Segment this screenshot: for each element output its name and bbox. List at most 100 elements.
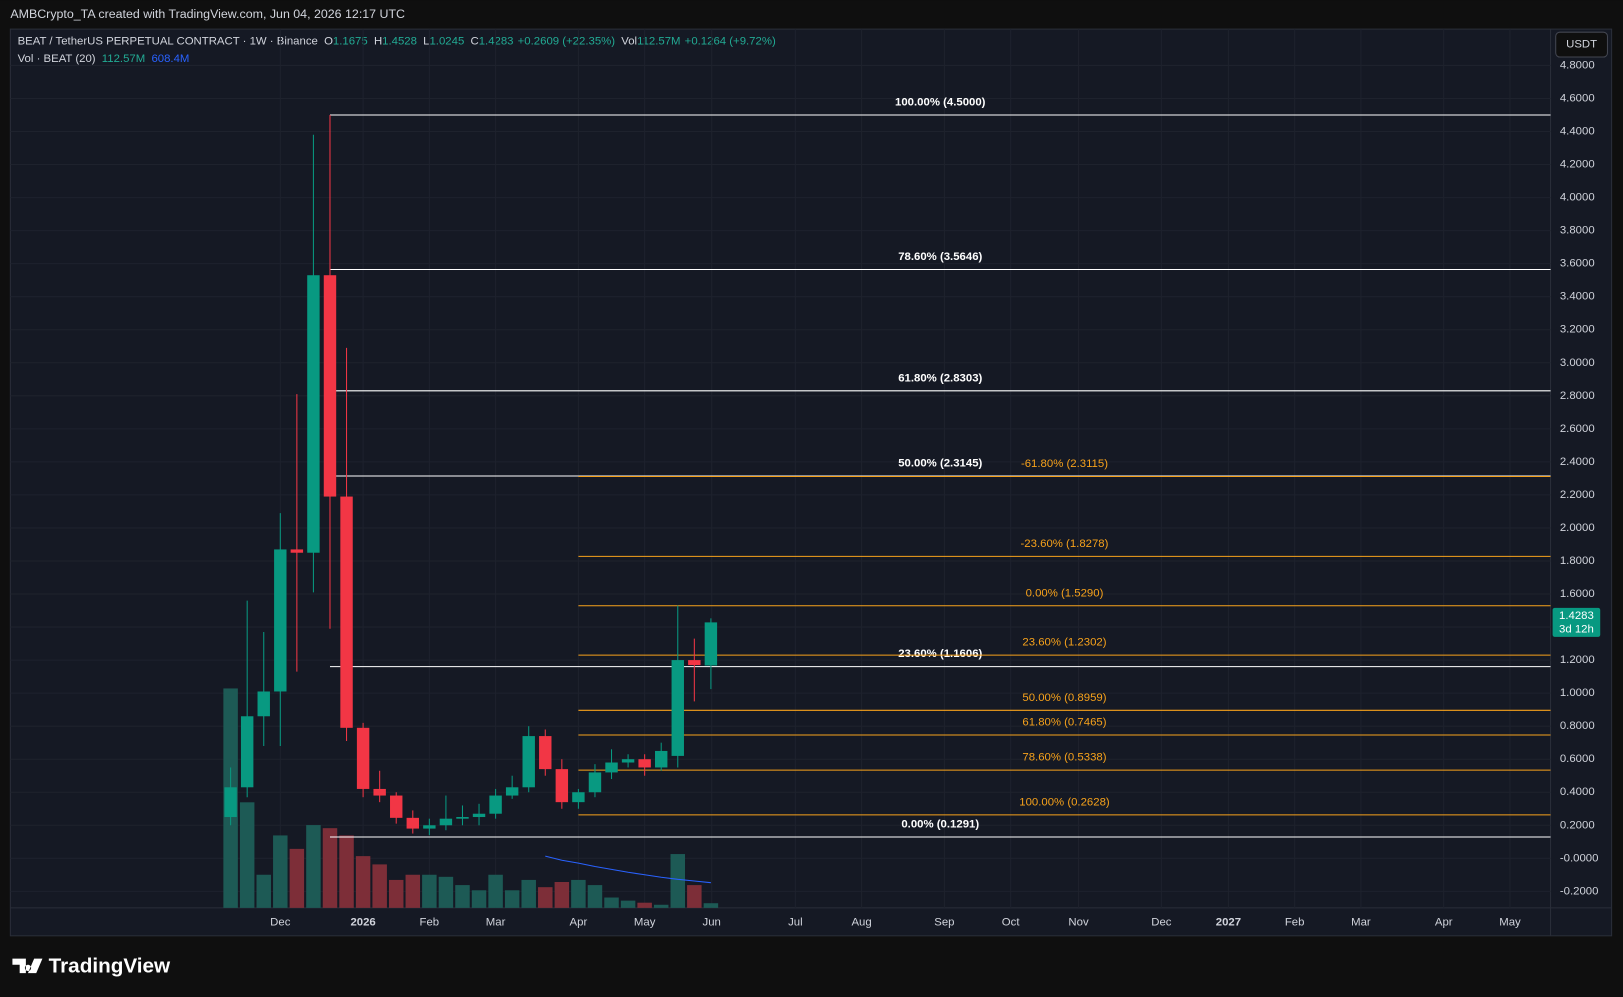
volume-bar <box>587 885 603 908</box>
logo-icon <box>12 958 43 974</box>
candle-body <box>290 549 304 553</box>
last-price: 1.4283 <box>1559 610 1594 622</box>
candle-body <box>406 817 419 829</box>
symbol-title: BEAT / TetherUS PERPETUAL CONTRACT · 1W … <box>18 36 318 48</box>
x-tick-label: Apr <box>1435 916 1453 928</box>
y-tick-label: 3.8000 <box>1560 225 1595 237</box>
x-tick-label: Aug <box>851 916 871 928</box>
candle-body <box>257 691 270 717</box>
x-tick-label: Apr <box>570 916 588 928</box>
candle-body <box>605 762 618 773</box>
volume-bar <box>653 904 669 908</box>
volume-bar <box>703 903 719 908</box>
volume-bar <box>322 828 338 908</box>
y-tick-label: 3.4000 <box>1560 291 1595 303</box>
legend-key: C <box>471 36 479 48</box>
candle-body <box>572 792 585 803</box>
candle-body <box>472 813 486 818</box>
fib-label: 61.80% (0.7465) <box>1022 717 1106 729</box>
legend-key: O <box>324 36 333 48</box>
last-price-box <box>1552 607 1601 637</box>
y-tick-label: 0.2000 <box>1560 819 1595 831</box>
volume-bar <box>538 887 553 908</box>
y-tick-label: 1.0000 <box>1560 687 1595 699</box>
y-tick-label: 3.0000 <box>1560 357 1595 369</box>
x-tick-label: May <box>1499 916 1521 928</box>
x-tick-label: Dec <box>270 916 291 928</box>
y-tick-label: 2.0000 <box>1560 522 1595 534</box>
legend-value: 1.0245 <box>429 36 464 48</box>
volume-bar <box>306 825 321 908</box>
legend-value: +0.1264 (+9.72%) <box>685 36 776 48</box>
candle-body <box>555 769 569 803</box>
y-tick-label: 4.6000 <box>1560 92 1595 104</box>
volume-bar <box>372 864 387 908</box>
candle-body <box>621 759 635 763</box>
volume-value: 608.4M <box>151 53 189 65</box>
x-tick-label: Mar <box>486 916 506 928</box>
candle-body <box>539 736 552 770</box>
volume-bar <box>339 835 354 908</box>
currency-button[interactable] <box>1555 31 1608 58</box>
x-tick-label: 2027 <box>1216 916 1241 928</box>
volume-title: Vol · BEAT (20) <box>18 53 96 65</box>
fib-label: 100.00% (0.2628) <box>1019 796 1110 808</box>
y-tick-label: 3.2000 <box>1560 324 1595 336</box>
volume-bar <box>239 802 255 908</box>
y-tick-label: 0.4000 <box>1560 786 1595 798</box>
fib-label: 23.60% (1.2302) <box>1022 637 1106 649</box>
volume-bar <box>620 900 636 908</box>
credit: AMBCrypto_TA created with TradingView.co… <box>10 7 405 21</box>
y-tick-label: 1.2000 <box>1560 654 1595 666</box>
candle-body <box>224 787 237 818</box>
x-tick-label: Jul <box>788 916 803 928</box>
candle-body <box>439 818 453 826</box>
x-tick-label: Jun <box>703 916 721 928</box>
candle-body <box>688 660 701 666</box>
countdown: 3d 12h <box>1559 624 1594 636</box>
legend-value: 1.1675 <box>333 36 368 48</box>
candle-body <box>307 275 320 553</box>
x-tick-label: Nov <box>1068 916 1089 928</box>
legend-value: 1.4528 <box>382 36 417 48</box>
currency[interactable]: USDT <box>1566 39 1597 51</box>
volume-bar <box>471 890 487 908</box>
y-tick-label: 4.0000 <box>1560 192 1595 204</box>
fib-label: 50.00% (0.8959) <box>1022 692 1106 704</box>
fib-label: -23.60% (1.8278) <box>1021 538 1109 550</box>
fib-label: 0.00% (0.1291) <box>901 819 979 831</box>
y-tick-label: 0.8000 <box>1560 720 1595 732</box>
y-tick-label: 4.4000 <box>1560 126 1595 138</box>
brand: TradingView <box>49 954 171 977</box>
fib-label: 78.60% (0.5338) <box>1022 752 1106 764</box>
candle-body <box>323 275 337 497</box>
candle-body <box>456 817 469 819</box>
legend-line: BEAT / TetherUS PERPETUAL CONTRACT · 1W … <box>18 36 776 48</box>
candle-body <box>240 716 254 788</box>
x-tick-label: Dec <box>1151 916 1172 928</box>
volume-bar <box>604 897 619 908</box>
volume-bar <box>571 879 586 908</box>
volume-bar <box>554 881 570 908</box>
fib-label: 100.00% (4.5000) <box>895 97 986 109</box>
y-tick-label: 1.6000 <box>1560 588 1595 600</box>
x-tick-label: Feb <box>1285 916 1305 928</box>
legend-value: +0.2609 (+22.35%) <box>518 36 616 48</box>
legend: BEAT / TetherUS PERPETUAL CONTRACT · 1W … <box>18 36 776 66</box>
volume-bar <box>488 874 503 908</box>
y-tick-label: 1.8000 <box>1560 555 1595 567</box>
y-tick-label: 2.8000 <box>1560 390 1595 402</box>
candle-body <box>340 496 353 728</box>
candle-body <box>373 788 386 796</box>
x-tick-label: Mar <box>1351 916 1371 928</box>
legend-key: L <box>423 36 429 48</box>
candle-body <box>654 750 668 768</box>
candle-body <box>390 795 403 818</box>
legend-value: 112.57M <box>637 36 680 48</box>
candle-body <box>671 660 684 756</box>
volume-bar <box>289 848 305 908</box>
fib-label: 50.00% (2.3145) <box>898 458 982 470</box>
fib-label: 23.60% (1.1606) <box>898 648 982 660</box>
